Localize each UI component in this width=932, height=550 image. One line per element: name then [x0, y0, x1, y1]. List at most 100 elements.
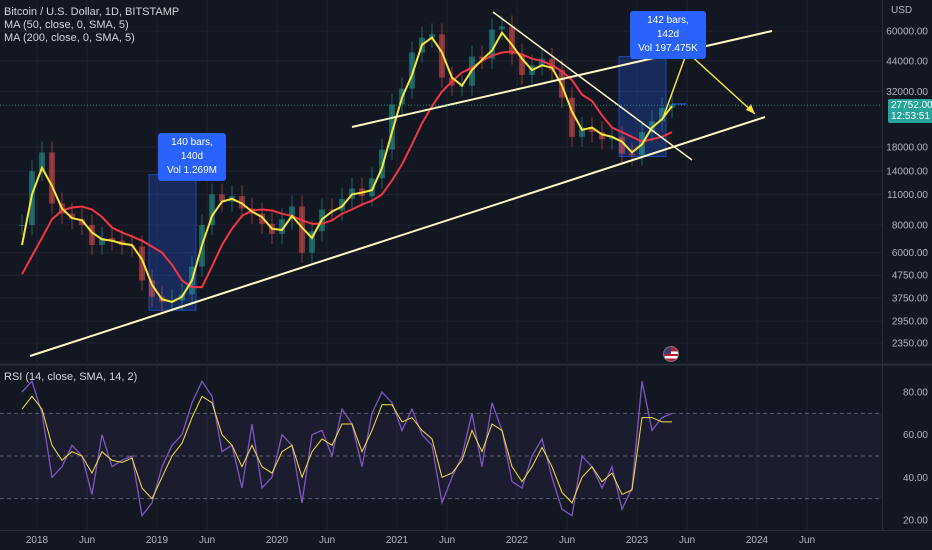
- candle-body: [139, 246, 145, 281]
- candle-body: [109, 237, 115, 241]
- ma50-line: [21, 30, 673, 303]
- candle-body: [519, 54, 525, 75]
- candle-body: [149, 280, 155, 297]
- price-point: [641, 131, 643, 133]
- candle-body: [539, 58, 545, 66]
- price-point: [221, 200, 223, 202]
- ma50-legend: MA (50, close, 0, SMA, 5): [4, 19, 129, 31]
- candle-body: [259, 213, 265, 224]
- price-point: [421, 36, 423, 38]
- price-tick-label: 14000.00: [886, 167, 928, 178]
- last-price-tag: 27752.00 12:53:51: [888, 99, 932, 123]
- time-tick-label: Jun: [559, 535, 575, 546]
- candle-body: [289, 206, 295, 220]
- time-tick-label: Jun: [319, 535, 335, 546]
- time-tick-label: Jun: [439, 535, 455, 546]
- time-tick-label: 2020: [266, 535, 289, 546]
- price-point: [31, 170, 33, 172]
- rsi-ma-line: [21, 395, 672, 504]
- price-point: [381, 148, 383, 150]
- price-point: [441, 76, 443, 78]
- price-point: [411, 51, 413, 53]
- currency-label: USD: [891, 5, 913, 16]
- candle-body: [329, 209, 335, 211]
- candle-body: [499, 26, 505, 30]
- range-badge-1-vol: Vol 1.269M: [166, 165, 218, 176]
- candle-body: [209, 194, 215, 226]
- time-tick-label: 2019: [146, 535, 169, 546]
- price-point: [201, 224, 203, 226]
- price-point: [301, 252, 303, 254]
- candle-body: [69, 213, 75, 220]
- price-point: [101, 237, 103, 239]
- candle-body: [589, 127, 595, 133]
- candle-body: [599, 132, 605, 140]
- price-point: [181, 293, 183, 295]
- price-point: [331, 209, 333, 211]
- price-point: [631, 154, 633, 156]
- price-tick-label: 2350.00: [892, 339, 929, 350]
- price-point: [521, 74, 523, 76]
- price-point: [391, 103, 393, 105]
- price-point: [91, 244, 93, 246]
- time-tick-label: Jun: [799, 535, 815, 546]
- price-point: [671, 103, 673, 105]
- arrowhead-icon: [746, 104, 755, 114]
- price-point: [171, 299, 173, 301]
- rsi-line: [21, 379, 673, 518]
- rsi-tick-label: 60.00: [903, 430, 928, 441]
- time-tick-label: 2021: [386, 535, 409, 546]
- candle-body: [429, 34, 435, 38]
- price-point: [321, 208, 323, 210]
- chart-legend: Bitcoin / U.S. Dollar, 1D, BITSTAMP MA (…: [4, 6, 179, 45]
- candle-body: [49, 152, 55, 204]
- time-tick-label: Jun: [79, 535, 95, 546]
- support-trendline[interactable]: [29, 116, 766, 357]
- price-point: [81, 224, 83, 226]
- price-tick-label: 4750.00: [892, 271, 929, 282]
- candle-body: [279, 219, 285, 234]
- price-tick-label: 44000.00: [886, 56, 928, 67]
- price-point: [361, 195, 363, 197]
- time-tick-label: 2024: [746, 535, 769, 546]
- price-point: [71, 218, 73, 220]
- price-point: [61, 212, 63, 214]
- price-point: [111, 239, 113, 241]
- candle-body: [439, 34, 445, 78]
- candle-body: [479, 56, 485, 59]
- candle-body: [339, 198, 345, 211]
- candle-body: [629, 153, 635, 156]
- candle-body: [619, 136, 625, 154]
- price-point: [371, 177, 373, 179]
- price-point: [551, 69, 553, 71]
- candle-body: [89, 225, 95, 246]
- us-flag-icon[interactable]: [663, 346, 679, 362]
- price-point: [531, 64, 533, 66]
- price-point: [21, 224, 23, 226]
- price-tick-label: 8000.00: [892, 221, 929, 232]
- price-point: [491, 28, 493, 30]
- price-point: [121, 244, 123, 246]
- price-point: [141, 279, 143, 281]
- price-tick-label: 32000.00: [886, 87, 928, 98]
- price-point: [191, 265, 193, 267]
- price-point: [611, 136, 613, 138]
- price-point: [211, 193, 213, 195]
- price-point: [341, 198, 343, 200]
- price-point: [511, 53, 513, 55]
- price-tick-label: 3750.00: [892, 293, 929, 304]
- candle-body: [569, 97, 575, 137]
- rsi-tick-label: 40.00: [903, 473, 928, 484]
- price-point: [401, 87, 403, 89]
- symbol-title: Bitcoin / U.S. Dollar, 1D, BITSTAMP: [4, 6, 180, 18]
- downtrend-line[interactable]: [492, 11, 693, 161]
- price-point: [541, 58, 543, 60]
- price-tick-label: 60000.00: [886, 27, 928, 38]
- price-tick-label: 6000.00: [892, 248, 929, 259]
- price-point: [471, 55, 473, 57]
- price-point: [251, 212, 253, 214]
- candle-body: [299, 206, 305, 253]
- candle-body: [219, 194, 225, 202]
- price-point: [41, 151, 43, 153]
